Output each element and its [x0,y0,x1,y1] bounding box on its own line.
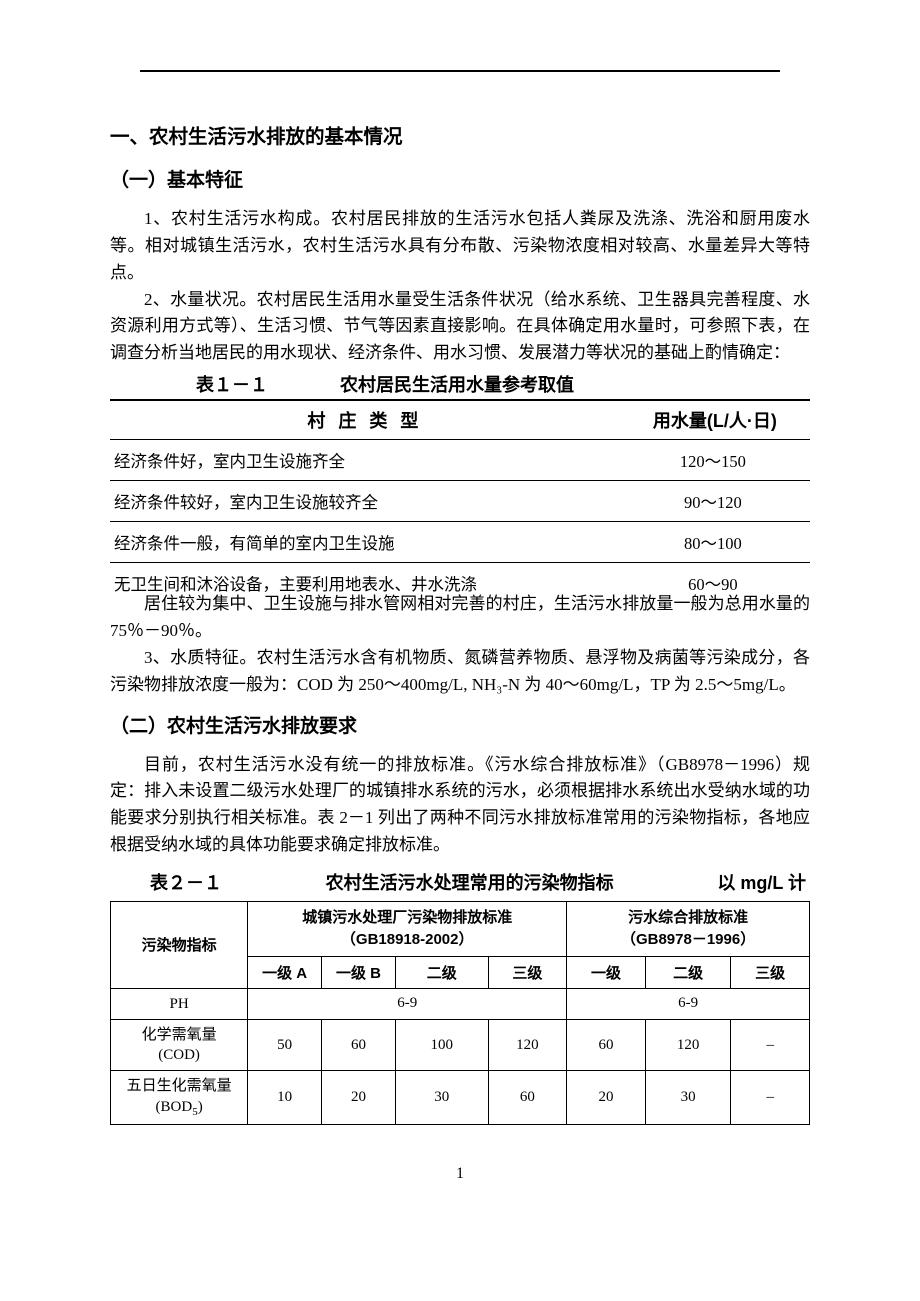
paragraph: 3、水质特征。农村生活污水含有机物质、氮磷营养物质、悬浮物及病菌等污染成分，各污… [110,645,810,699]
table-2-body: PH 6-9 6-9 化学需氧量 (COD) 50 60 100 120 60 … [111,988,810,1125]
subsection-1-1-title: （一）基本特征 [110,165,810,192]
paragraph: 1、农村生活污水构成。农村居民排放的生活污水包括人粪尿及洗涤、洗浴和厨用废水等。… [110,206,810,287]
table-2-indicator-header: 污染物指标 [111,902,248,989]
page-number: 1 [110,1165,810,1183]
table-cell: 经济条件较好，室内卫生设施较齐全 [110,481,620,522]
table-2-caption-left: 表２－１ [110,869,222,895]
group-a-line1: 城镇污水处理厂污染物排放标准 [302,909,512,926]
table-cell: – [731,1019,810,1071]
row-name-line2: (COD) [158,1047,200,1063]
table-row: 经济条件好，室内卫生设施齐全 120～150 [110,440,810,481]
table-row: 村 庄 类 型 用水量(L/人·日) [110,400,810,440]
table-2-group-a-header: 城镇污水处理厂污染物排放标准 （GB18918-2002） [248,902,567,957]
table-2-sub-header: 一级 [567,956,646,988]
table-cell: 50 [248,1019,322,1071]
table-row: 经济条件较好，室内卫生设施较齐全 90～120 [110,481,810,522]
table-2-sub-header: 三级 [731,956,810,988]
document-page: 一、农村生活污水排放的基本情况 （一）基本特征 1、农村生活污水构成。农村居民排… [0,0,920,1243]
table-cell: 经济条件一般，有简单的室内卫生设施 [110,522,620,563]
table-1-head: 村 庄 类 型 用水量(L/人·日) [110,400,810,440]
table-row: 五日生化需氧量 (BOD5) 10 20 30 60 20 30 – [111,1071,810,1125]
table-cell: 120 [488,1019,567,1071]
table-2: 污染物指标 城镇污水处理厂污染物排放标准 （GB18918-2002） 污水综合… [110,901,810,1125]
table-cell: PH [111,988,248,1019]
table-cell: 化学需氧量 (COD) [111,1019,248,1071]
row-name-line2-post: ) [198,1099,203,1115]
table-2-caption-row: 表２－１ 农村生活污水处理常用的污染物指标 以 mg/L 计 [110,865,810,895]
paragraph: 目前，农村生活污水没有统一的排放标准。《污水综合排放标准》（GB8978－199… [110,752,810,859]
paragraph: 2、水量状况。农村居民生活用水量受生活条件状况（给水系统、卫生器具完善程度、水资… [110,287,810,368]
table-cell: 80～100 [620,522,810,563]
overlap-paragraph-block: 居住较为集中、卫生设施与排水管网相对完善的村庄，生活污水排放量一般为总用水量的 … [110,591,810,645]
table-2-sub-header: 二级 [395,956,488,988]
table-cell: 120 [645,1019,731,1071]
table-2-sub-header: 一级 A [248,956,322,988]
table-cell: 20 [567,1071,646,1125]
table-cell: 20 [322,1071,396,1125]
table-1-wrapper: 村 庄 类 型 用水量(L/人·日) 经济条件好，室内卫生设施齐全 120～15… [110,399,810,603]
subsection-1-2-title: （二）农村生活污水排放要求 [110,711,810,738]
group-b-line1: 污水综合排放标准 [628,909,748,926]
table-cell: 60 [488,1071,567,1125]
table-cell: 60 [567,1019,646,1071]
table-cell: 30 [395,1071,488,1125]
table-cell: 60 [322,1019,396,1071]
table-cell: 90～120 [620,481,810,522]
section-1-title: 一、农村生活污水排放的基本情况 [110,120,810,149]
header-rule [140,70,780,72]
table-2-sub-header: 二级 [645,956,731,988]
table-cell: 五日生化需氧量 (BOD5) [111,1071,248,1125]
table-cell: 6-9 [567,988,810,1019]
paragraph: 居住较为集中、卫生设施与排水管网相对完善的村庄，生活污水排放量一般为总用水量的 … [110,591,810,645]
table-cell: 100 [395,1019,488,1071]
table-row: 污染物指标 城镇污水处理厂污染物排放标准 （GB18918-2002） 污水综合… [111,902,810,957]
table-2-caption-mid: 农村生活污水处理常用的污染物指标 [326,869,614,895]
table-2-group-b-header: 污水综合排放标准 （GB8978－1996） [567,902,810,957]
table-row: 化学需氧量 (COD) 50 60 100 120 60 120 – [111,1019,810,1071]
row-name-line1: 化学需氧量 [142,1027,217,1043]
row-name-line2-pre: (BOD [156,1099,193,1115]
table-cell: 10 [248,1071,322,1125]
table-1-caption: 表１－１ 农村居民生活用水量参考取值 [110,371,810,397]
table-cell: 30 [645,1071,731,1125]
row-name-line1: 五日生化需氧量 [127,1078,232,1094]
table-2-sub-header: 一级 B [322,956,396,988]
table-2-head: 污染物指标 城镇污水处理厂污染物排放标准 （GB18918-2002） 污水综合… [111,902,810,989]
table-cell: 120～150 [620,440,810,481]
group-b-line2: （GB8978－1996） [621,931,755,948]
group-a-line2: （GB18918-2002） [341,931,474,948]
table-1-col2-header: 用水量(L/人·日) [620,400,810,440]
table-1-body: 经济条件好，室内卫生设施齐全 120～150 经济条件较好，室内卫生设施较齐全 … [110,440,810,604]
table-1-col1-header: 村 庄 类 型 [110,400,620,440]
table-row: PH 6-9 6-9 [111,988,810,1019]
table-cell: – [731,1071,810,1125]
table-1: 村 庄 类 型 用水量(L/人·日) 经济条件好，室内卫生设施齐全 120～15… [110,399,810,603]
table-row: 经济条件一般，有简单的室内卫生设施 80～100 [110,522,810,563]
table-2-caption-right: 以 mg/L 计 [717,869,810,895]
table-cell: 6-9 [248,988,567,1019]
table-cell: 经济条件好，室内卫生设施齐全 [110,440,620,481]
table-2-sub-header: 三级 [488,956,567,988]
